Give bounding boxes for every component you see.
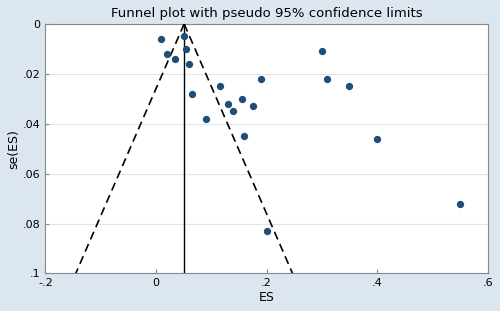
Y-axis label: se(ES): se(ES) — [7, 129, 20, 169]
Point — [230, 109, 237, 114]
Point — [185, 61, 193, 66]
Point — [238, 96, 246, 101]
Point — [318, 49, 326, 54]
Point — [188, 91, 196, 96]
Point — [257, 76, 265, 81]
Point — [172, 56, 179, 61]
Point — [216, 84, 224, 89]
Title: Funnel plot with pseudo 95% confidence limits: Funnel plot with pseudo 95% confidence l… — [110, 7, 422, 20]
Point — [346, 84, 354, 89]
Point — [248, 104, 256, 109]
Point — [324, 76, 332, 81]
X-axis label: ES: ES — [258, 291, 274, 304]
Point — [240, 134, 248, 139]
Point — [180, 34, 188, 39]
Point — [224, 101, 232, 106]
Point — [456, 201, 464, 206]
Point — [158, 36, 166, 41]
Point — [182, 46, 190, 51]
Point — [373, 136, 381, 141]
Point — [163, 51, 171, 56]
Point — [202, 116, 209, 121]
Point — [262, 229, 270, 234]
